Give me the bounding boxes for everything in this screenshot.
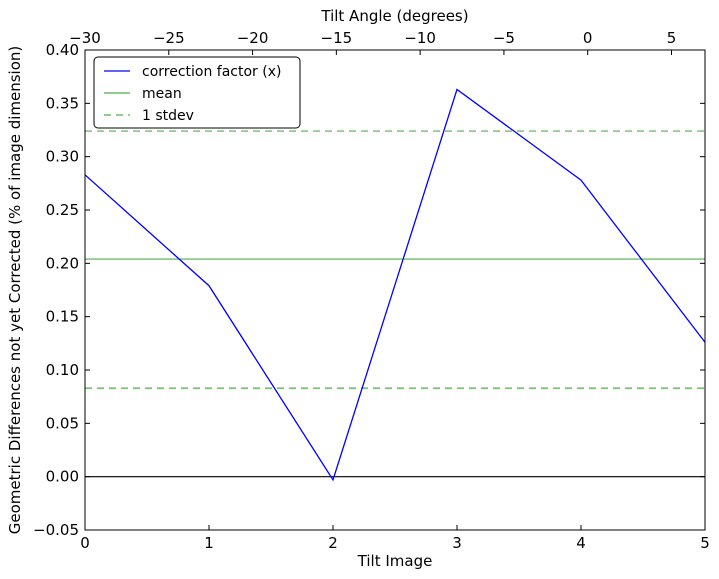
y-tick-label-3: 0.10 (46, 361, 79, 379)
x-tick-label-4: 4 (576, 534, 586, 552)
x-tick-label-0: 0 (80, 534, 90, 552)
legend-label-2: 1 stdev (142, 108, 194, 124)
y-tick-label-7: 0.30 (46, 148, 79, 166)
x-tick-label-5: 5 (700, 534, 710, 552)
x-tick-label-2: 2 (328, 534, 338, 552)
top-tick-label-2: −20 (237, 29, 269, 47)
x-axis-title: Tilt Image (357, 552, 433, 570)
y-tick-label-5: 0.20 (46, 254, 79, 272)
top-tick-label-3: −15 (321, 29, 353, 47)
y-tick-label-2: 0.05 (46, 414, 79, 432)
top-tick-label-1: −25 (153, 29, 185, 47)
plot-data-layer (84, 88, 706, 482)
legend: correction factor (x) mean 1 stdev (93, 56, 301, 129)
top-tick-label-4: −10 (404, 29, 436, 47)
top-tick-label-0: −30 (69, 29, 101, 47)
top-tick-label-5: −5 (493, 29, 515, 47)
y-tick-label-8: 0.35 (46, 94, 79, 112)
series-line-0 (84, 88, 706, 482)
y-axis-title: Geometric Differences not yet Corrected … (6, 46, 24, 535)
top-tick-label-7: 5 (667, 29, 677, 47)
y-tick-label-4: 0.15 (46, 308, 79, 326)
top-tick-label-6: 0 (583, 29, 593, 47)
axis-ticks: 0 1 2 3 4 5 −30 −25 −20 −15 −10 −5 0 5 −0.05 0.00 0.05 0.… (33, 29, 710, 552)
legend-label-1: mean (142, 86, 182, 102)
legend-box (93, 56, 301, 129)
y-tick-label-1: 0.00 (46, 468, 79, 486)
top-x-axis-title: Tilt Angle (degrees) (320, 7, 468, 25)
y-tick-label-6: 0.25 (46, 201, 79, 219)
y-tick-label-9: 0.40 (46, 41, 79, 59)
y-tick-label-0: −0.05 (33, 521, 79, 539)
x-tick-label-3: 3 (452, 534, 462, 552)
plot-frame (84, 49, 706, 531)
legend-label-0: correction factor (x) (142, 64, 281, 80)
x-tick-label-1: 1 (204, 534, 214, 552)
